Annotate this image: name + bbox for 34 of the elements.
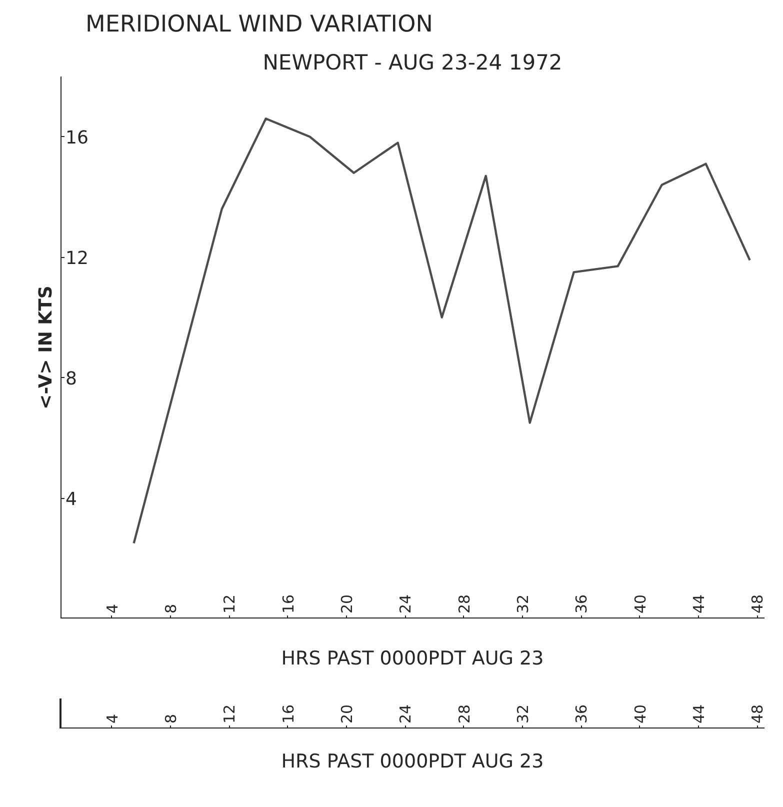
x2-tick-label: 28 <box>455 704 474 724</box>
x-tick-label: 20 <box>338 594 356 614</box>
line-series <box>132 118 751 544</box>
x-tick-label: 32 <box>514 594 532 614</box>
x-tick-label: 16 <box>279 594 298 614</box>
x2-tick-label: 4 <box>103 714 122 724</box>
x2-tick-label: 48 <box>748 704 767 724</box>
x2-tick-label: 16 <box>279 704 298 724</box>
x-tick-label: 40 <box>631 594 650 614</box>
y-tick-label: 8 <box>66 368 77 390</box>
x-tick-label: 48 <box>748 594 767 614</box>
x-tick-label: 28 <box>455 594 474 614</box>
x-tick-label: 24 <box>396 594 415 614</box>
y-tick-label: 4 <box>66 489 77 510</box>
x2-tick-label: 8 <box>162 714 180 724</box>
y-axis-title: <-V> IN KTS <box>36 286 56 410</box>
x-tick-label: 44 <box>690 594 708 614</box>
x-tick-label: 4 <box>103 604 122 614</box>
x2-tick-label: 40 <box>631 704 650 724</box>
x-tick-label: 12 <box>220 594 239 614</box>
x-tick-label: 36 <box>572 594 591 614</box>
y-tick-label: 12 <box>66 248 88 270</box>
x2-tick-label: 36 <box>572 704 591 724</box>
x2-tick-label: 24 <box>396 704 415 724</box>
x-axis-title: HRS PAST 0000PDT AUG 23 <box>281 648 544 670</box>
x2-tick-label: 32 <box>514 704 532 724</box>
chart-title: MERIDIONAL WIND VARIATION <box>86 12 433 38</box>
y-tick-label: 16 <box>66 128 88 149</box>
x-tick-label: 8 <box>162 604 180 614</box>
x2-tick-label: 44 <box>690 704 708 724</box>
x2-tick-label: 12 <box>220 704 239 724</box>
chart-subtitle: NEWPORT - AUG 23-24 1972 <box>262 50 562 74</box>
x2-axis-title: HRS PAST 0000PDT AUG 23 <box>281 750 544 772</box>
x2-tick-label: 20 <box>338 704 356 724</box>
